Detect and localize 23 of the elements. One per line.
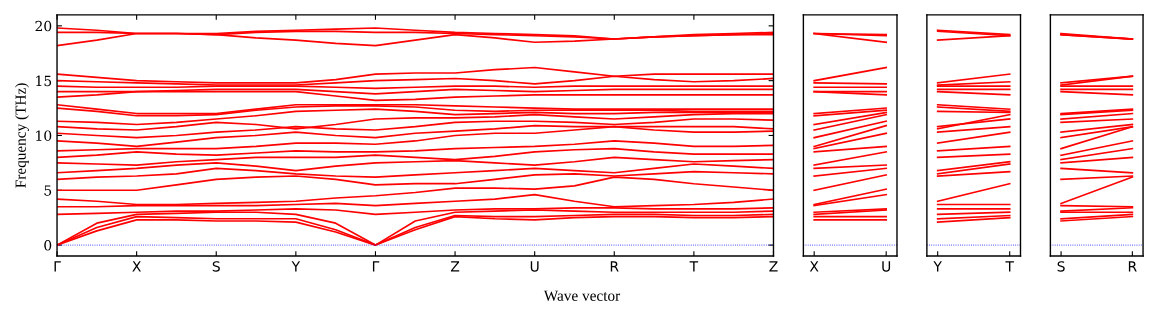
- y-tick-label: 5: [44, 185, 52, 196]
- x-tick-label: R: [1128, 261, 1137, 272]
- x-tick-label: X: [809, 261, 819, 272]
- x-tick-label: U: [530, 261, 539, 272]
- x-tick-label: R: [610, 261, 619, 272]
- y-axis-title: Frequency (THz): [15, 83, 29, 188]
- y-tick-label: 20: [35, 20, 52, 32]
- x-axis-title: Wave vector: [543, 290, 621, 301]
- x-tick-label: Z: [769, 261, 778, 272]
- x-tick-label: S: [1057, 261, 1065, 272]
- x-tick-label: U: [882, 261, 891, 272]
- x-tick-label: Γ: [372, 261, 380, 272]
- x-tick-label: Z: [450, 261, 460, 272]
- y-tick-label: 15: [36, 75, 52, 87]
- x-tick-label: S: [212, 261, 220, 272]
- y-tick-label: 10: [36, 130, 52, 141]
- x-tick-label: Y: [291, 261, 301, 272]
- x-tick-label: X: [132, 261, 141, 272]
- x-tick-label: Γ: [54, 261, 61, 272]
- y-tick-label: 0: [44, 240, 52, 251]
- x-tick-label: T: [1005, 261, 1014, 272]
- x-tick-label: Y: [933, 261, 942, 272]
- x-tick-label: T: [689, 261, 699, 272]
